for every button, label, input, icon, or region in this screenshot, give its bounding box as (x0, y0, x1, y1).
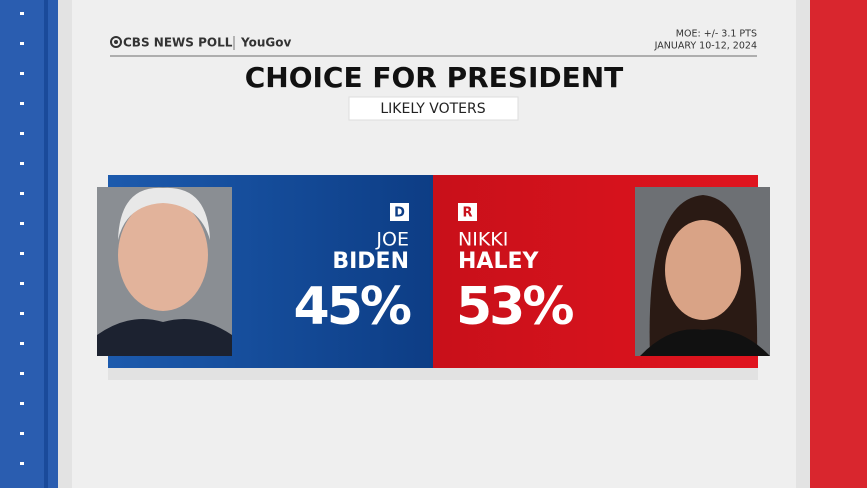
first-name: NIKKI (458, 229, 508, 251)
last-name: HALEY (458, 249, 539, 274)
party-letter: R (462, 206, 472, 221)
right-stripe (810, 0, 867, 488)
left-edge (58, 0, 72, 488)
moe: MOE: +/- 3.1 PTS (676, 29, 757, 40)
party-letter: D (394, 206, 405, 221)
left-stripe (0, 0, 58, 488)
vote-share: 45% (294, 277, 411, 337)
cbs-eye (110, 36, 122, 48)
source: CBS NEWS POLL (123, 36, 233, 50)
party-badge (390, 203, 409, 221)
party-badge (458, 203, 477, 221)
last-name: BIDEN (332, 249, 409, 274)
right-dashes (832, 0, 838, 488)
left-line (44, 0, 48, 488)
biden-photo (97, 187, 232, 356)
title: CHOICE FOR PRESIDENT (245, 61, 624, 94)
left-dashes (18, 0, 24, 488)
haley-photo (635, 187, 770, 356)
first-name: JOE (375, 229, 409, 251)
right-edge (796, 0, 810, 488)
dates: JANUARY 10-12, 2024 (654, 41, 757, 52)
subtitle-box (348, 96, 519, 121)
vote-share: 53% (456, 277, 573, 337)
subtitle: LIKELY VOTERS (380, 101, 485, 117)
cbs-eye-pupil (114, 40, 118, 44)
partner: YouGov (240, 36, 291, 50)
